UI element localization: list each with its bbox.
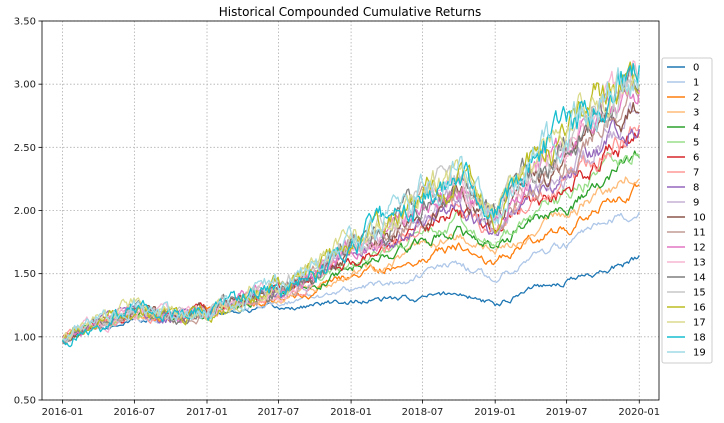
- x-tick-label: 2019-07: [546, 407, 588, 418]
- grid-layer: [42, 20, 659, 401]
- chart-title: Historical Compounded Cumulative Returns: [219, 5, 481, 19]
- series-line-16: [61, 61, 640, 341]
- y-tick-label: 0.50: [14, 396, 36, 407]
- x-tick-label: 2017-07: [258, 407, 300, 418]
- y-tick-label: 1.50: [14, 269, 36, 280]
- plot-area: 0.501.001.502.002.503.003.50 2016-01 2016…: [14, 17, 660, 419]
- x-tick-label: 2020-01: [618, 407, 660, 418]
- x-tick-label: 2018-01: [330, 407, 372, 418]
- legend-label-12: 12: [693, 243, 706, 254]
- legend-label-11: 11: [693, 228, 706, 239]
- x-tick-label: 2019-01: [474, 407, 516, 418]
- legend-label-19: 19: [693, 348, 706, 359]
- legend-label-10: 10: [693, 213, 706, 224]
- x-axis: 2016-01 2016-07 2017-01 2017-07 2018-01 2018-…: [42, 400, 660, 418]
- x-tick-label: 2017-01: [186, 407, 228, 418]
- legend-label-14: 14: [693, 273, 706, 284]
- legend-label-1: 1: [693, 78, 699, 89]
- y-axis: 0.50 1.00 1.50 2.00 2.50 3.00 3.50: [14, 17, 42, 407]
- series-line-18: [61, 63, 640, 348]
- legend-label-0: 0: [693, 63, 699, 74]
- x-tick-label: 2018-07: [402, 407, 444, 418]
- legend-label-3: 3: [693, 108, 699, 119]
- legend-label-16: 16: [693, 303, 706, 314]
- legend-label-15: 15: [693, 288, 706, 299]
- y-tick-label: 3.50: [14, 17, 36, 28]
- y-tick-label: 2.00: [14, 206, 36, 217]
- legend-label-2: 2: [693, 93, 699, 104]
- legend-label-8: 8: [693, 183, 699, 194]
- y-tick-label: 1.00: [14, 332, 36, 343]
- legend-label-4: 4: [693, 123, 699, 134]
- series-line-19: [62, 67, 640, 341]
- x-tick-label: 2016-01: [42, 407, 84, 418]
- x-tick-label: 2016-07: [113, 407, 155, 418]
- legend-label-9: 9: [693, 198, 699, 209]
- legend-label-6: 6: [693, 153, 699, 164]
- series-line-13: [61, 60, 640, 343]
- legend-label-17: 17: [693, 318, 706, 329]
- legend-label-5: 5: [693, 138, 699, 149]
- legend-label-7: 7: [693, 168, 699, 179]
- legend-label-18: 18: [693, 333, 706, 344]
- legend-box: [661, 57, 713, 364]
- legend-label-13: 13: [693, 258, 706, 269]
- series-layer: [61, 60, 640, 348]
- y-tick-label: 3.00: [14, 80, 36, 91]
- y-tick-label: 2.50: [14, 143, 36, 154]
